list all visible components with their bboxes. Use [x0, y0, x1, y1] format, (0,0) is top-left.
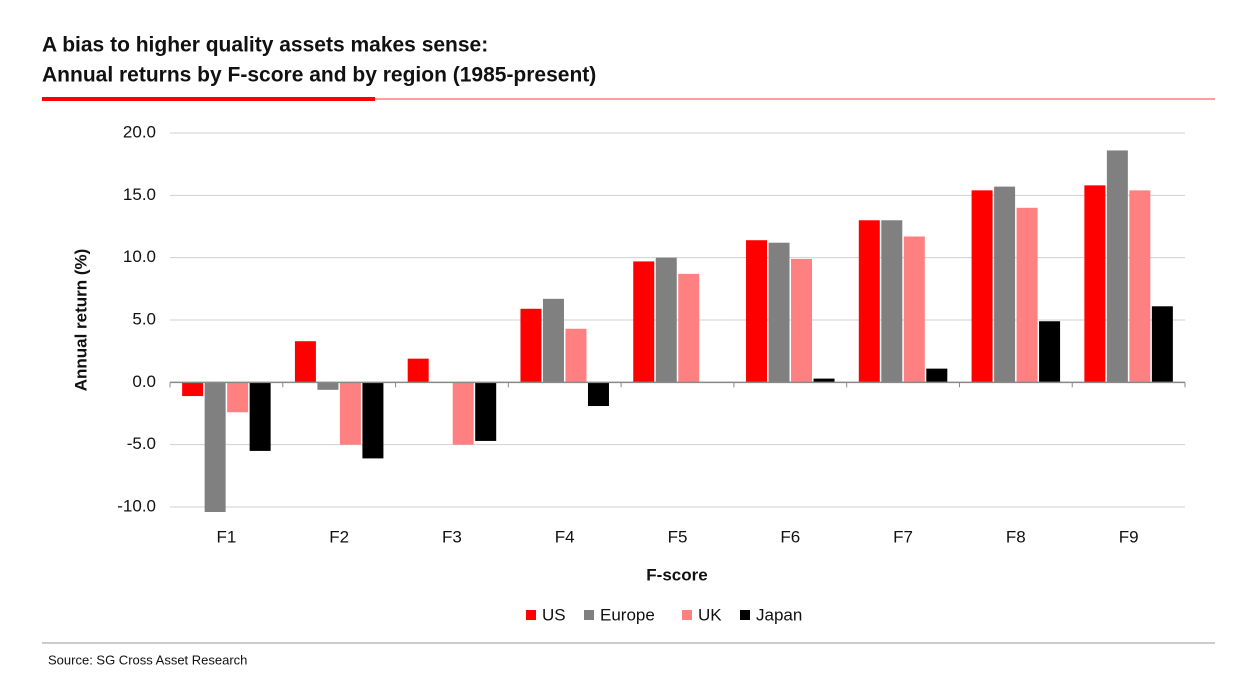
bar — [655, 257, 677, 383]
bar — [678, 273, 700, 383]
bar — [587, 382, 609, 407]
y-tick-label: -10.0 — [117, 496, 156, 515]
legend-label: Japan — [756, 605, 802, 624]
bar — [926, 368, 948, 383]
bar — [1016, 207, 1038, 383]
bar — [249, 382, 271, 451]
bar — [475, 382, 497, 441]
y-tick-label: 10.0 — [123, 247, 156, 266]
x-tick-label: F7 — [893, 527, 913, 546]
legend-swatch — [526, 610, 536, 620]
legend-label: US — [542, 605, 566, 624]
bar — [362, 382, 384, 459]
y-axis-title: Annual return (%) — [71, 249, 90, 392]
bar — [542, 298, 564, 383]
bar — [791, 258, 813, 383]
bar — [520, 308, 542, 383]
x-tick-label: F9 — [1119, 527, 1139, 546]
x-axis-title: F-score — [646, 565, 707, 584]
bar — [746, 240, 768, 383]
legend-swatch — [584, 610, 594, 620]
legend-swatch — [740, 610, 750, 620]
bar — [565, 328, 587, 383]
bar — [204, 382, 226, 512]
source: Source: SG Cross Asset Research — [48, 652, 247, 667]
x-tick-label: F8 — [1006, 527, 1026, 546]
legend-label: UK — [698, 605, 722, 624]
bar — [858, 220, 880, 383]
y-tick-label: 0.0 — [132, 372, 156, 391]
bar — [1039, 321, 1061, 383]
x-tick-label: F1 — [216, 527, 236, 546]
bar — [994, 186, 1016, 383]
x-tick-label: F3 — [442, 527, 462, 546]
bar — [182, 382, 204, 397]
x-tick-label: F5 — [668, 527, 688, 546]
bar — [971, 190, 993, 383]
y-tick-label: 15.0 — [123, 185, 156, 204]
bar — [1151, 306, 1173, 383]
bar — [452, 382, 474, 445]
legend-swatch — [682, 610, 692, 620]
bar — [294, 341, 316, 383]
bar — [881, 220, 903, 383]
bar — [903, 236, 925, 383]
bar — [813, 378, 835, 383]
bar — [768, 242, 790, 383]
bar — [407, 358, 429, 383]
y-tick-label: -5.0 — [127, 434, 156, 453]
x-tick-label: F4 — [555, 527, 575, 546]
chart-title: A bias to higher quality assets makes se… — [42, 34, 488, 57]
legend-label: Europe — [600, 605, 655, 624]
bar — [633, 261, 655, 383]
bar — [1129, 190, 1151, 383]
y-tick-label: 20.0 — [123, 122, 156, 141]
bar — [317, 382, 339, 390]
y-tick-label: 5.0 — [132, 309, 156, 328]
bar — [1084, 185, 1106, 383]
bar — [1106, 150, 1128, 383]
x-tick-label: F2 — [329, 527, 349, 546]
bar — [339, 382, 361, 445]
chart-subtitle: Annual returns by F-score and by region … — [42, 64, 596, 87]
x-tick-label: F6 — [780, 527, 800, 546]
bar — [227, 382, 249, 413]
